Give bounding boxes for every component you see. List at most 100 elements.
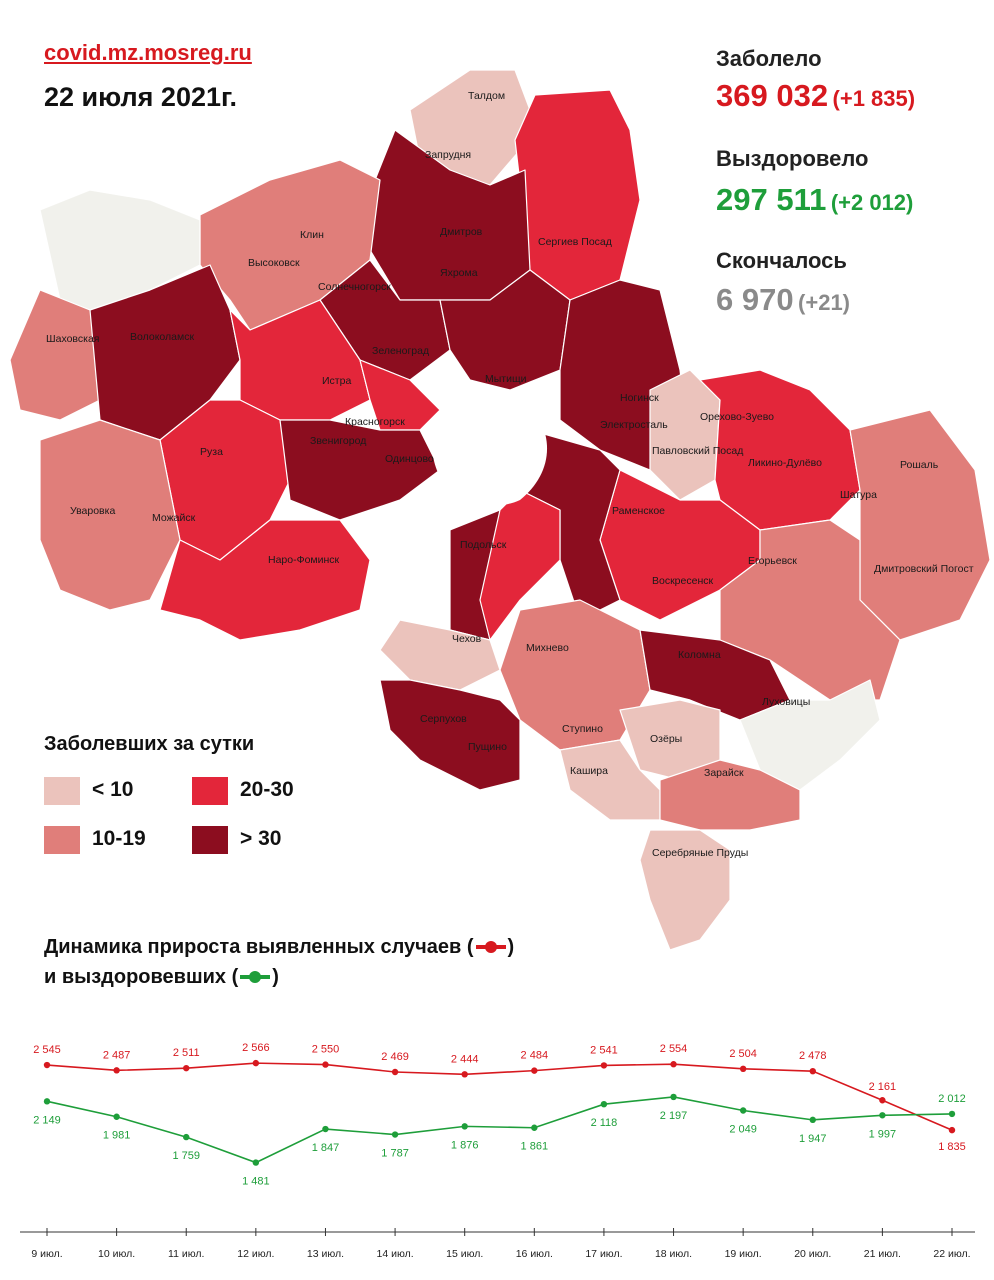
map-label: Раменское [612, 505, 665, 517]
map-label: Рошаль [900, 459, 939, 471]
map-label: Коломна [678, 649, 721, 661]
recovered-point [113, 1113, 120, 1120]
recovered-point [879, 1112, 886, 1119]
infected-point [113, 1067, 120, 1074]
infected-point [183, 1064, 190, 1072]
recovered-point [43, 1098, 51, 1105]
x-tick-label: 14 июл. [376, 1248, 413, 1260]
recovered-point [600, 1100, 608, 1108]
region-sergiev-posad [514, 89, 641, 301]
map-label: Павловский Посад [652, 445, 743, 457]
map-label: Истра [322, 375, 351, 387]
map-label: Серпухов [420, 713, 467, 725]
x-tick-label: 17 июл. [585, 1248, 622, 1260]
legend-swatch-20-30 [192, 777, 228, 805]
recovered-point [948, 1110, 956, 1118]
infected-data-label: 1 835 [938, 1141, 966, 1153]
source-link[interactable]: covid.mz.mosreg.ru [44, 40, 252, 65]
legend-label-10-19: 10-19 [92, 827, 146, 850]
map-label: Волоколамск [130, 331, 194, 343]
map-label: Воскресенск [652, 575, 714, 587]
map-label: Ногинск [620, 392, 659, 404]
recovered-data-label: 1 861 [521, 1141, 549, 1153]
map-label: Зеленоград [372, 345, 429, 357]
infected-point [739, 1065, 747, 1072]
recovered-data-label: 1 787 [381, 1148, 409, 1160]
map-label: Наро-Фоминск [268, 554, 340, 566]
legend-label-gt30: > 30 [240, 827, 282, 850]
recovered-data-label: 2 118 [591, 1117, 618, 1129]
recovered-data-label: 1 981 [103, 1130, 131, 1142]
infected-point [391, 1068, 399, 1076]
dynamics-title: Динамика прироста выявленных случаев () … [44, 932, 514, 992]
map-label: Дмитров [440, 226, 483, 238]
infected-series-line [46, 1062, 953, 1131]
new-moscow-blank [368, 548, 405, 607]
x-tick-label: 16 июл. [516, 1248, 553, 1260]
map-label: Серебряные Пруды [652, 847, 748, 859]
recovered-data-label: 1 997 [869, 1128, 897, 1140]
map-label: Клин [300, 229, 324, 241]
legend-title: Заболевших за сутки [44, 733, 255, 755]
infected-point [531, 1067, 538, 1074]
infected-data-label: 2 511 [173, 1047, 200, 1059]
report-date: 22 июля 2021г. [44, 82, 238, 112]
recovered-point [391, 1131, 399, 1138]
x-tick-label: 15 июл. [446, 1248, 483, 1260]
infected-point [461, 1071, 468, 1078]
recovered-point [670, 1093, 677, 1101]
x-tick-label: 10 июл. [98, 1248, 135, 1260]
map-label: Пущино [468, 741, 507, 753]
recovered-data-label: 2 012 [938, 1093, 966, 1105]
infected-data-label: 2 487 [103, 1049, 131, 1061]
legend-label-20-30: 20-30 [240, 778, 294, 801]
x-tick-label: 11 июл. [168, 1248, 204, 1260]
infected-data-label: 2 545 [33, 1044, 61, 1056]
infected-point [43, 1061, 51, 1069]
map-label: Шаховская [46, 333, 100, 345]
recovered-point [322, 1125, 329, 1133]
died-value: 6 970 [716, 282, 794, 317]
recovered-point [739, 1107, 747, 1114]
legend-swatch-lt10 [44, 777, 80, 805]
map-label: Мытищи [485, 373, 527, 385]
map-label: Высоковск [248, 257, 300, 269]
recovered-marker-icon [240, 971, 271, 983]
region-shatura [849, 409, 991, 641]
infected-data-label: 2 554 [660, 1043, 688, 1055]
map-label: Орехово-Зуево [700, 411, 774, 423]
map-label: Руза [200, 446, 223, 458]
infected-data-label: 2 550 [312, 1044, 340, 1056]
x-tick-label: 13 июл. [307, 1248, 344, 1260]
map-label: Шатура [840, 489, 877, 501]
map-label: Дмитровский Погост [874, 563, 974, 575]
map-label: Яхрома [440, 267, 478, 279]
moscow-region-map: Талдом Запрудня Дмитров Яхрома Сергиев П… [9, 69, 991, 951]
recovered-delta: (+2 012) [830, 190, 914, 215]
map-label: Звенигород [310, 435, 366, 447]
died-stat: 6 970 (+21) [716, 282, 850, 318]
x-tick-label: 19 июл. [725, 1248, 762, 1260]
x-tick-label: 12 июл. [237, 1248, 274, 1260]
infected-label: Заболело [716, 46, 822, 71]
dynamics-title-line1-end: ) [507, 936, 515, 958]
dynamics-title-line2-end: ) [272, 966, 279, 988]
dynamics-title-line2: и выздоровевших ( [44, 966, 239, 988]
infected-data-label: 2 444 [451, 1053, 479, 1065]
map-label: Запрудня [425, 149, 471, 161]
region-istra [229, 299, 371, 421]
region-serpukhov [379, 679, 521, 791]
dynamics-line-chart: 2 545 2 487 2 511 2 566 2 550 2 469 2 444 2 484… [20, 1042, 975, 1260]
legend-label-lt10: < 10 [92, 778, 134, 801]
region-serebryanye-prudy [639, 829, 731, 951]
infected-stat: 369 032 (+1 835) [716, 78, 915, 114]
infected-point [252, 1059, 260, 1067]
infected-point [948, 1126, 956, 1134]
recovered-data-label: 2 149 [33, 1114, 61, 1126]
map-label: Красногорск [345, 416, 405, 428]
region-chekhov [379, 619, 501, 691]
recovered-data-label: 1 947 [799, 1133, 827, 1145]
moscow-city-blank [432, 399, 548, 506]
recovered-data-label: 2 049 [729, 1124, 757, 1136]
recovered-data-label: 2 197 [660, 1110, 688, 1122]
